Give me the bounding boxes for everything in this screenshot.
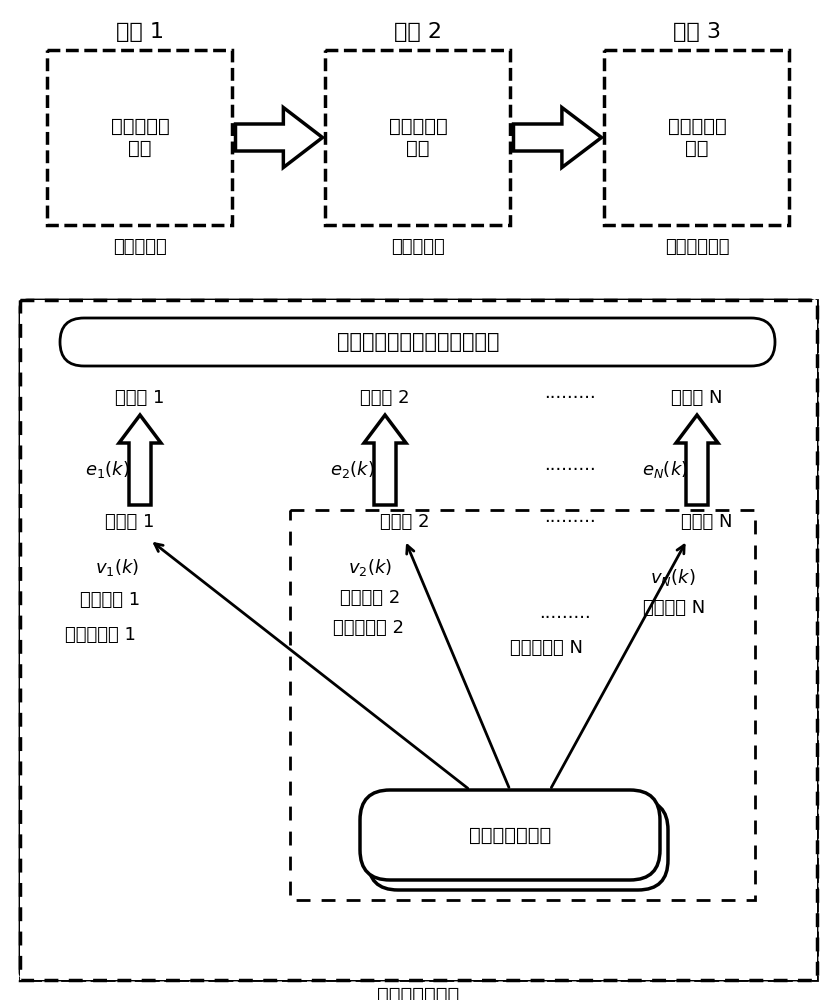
Text: $e_N(k)$: $e_N(k)$ bbox=[641, 460, 687, 481]
Text: 坤体混凝土
浇筑: 坤体混凝土 浇筑 bbox=[388, 117, 446, 158]
Text: 混凝土运输系统动态决策优化: 混凝土运输系统动态决策优化 bbox=[336, 332, 498, 352]
Bar bbox=[325, 50, 510, 225]
Text: 运输路径 N: 运输路径 N bbox=[642, 599, 705, 617]
Text: 故障发生率 1: 故障发生率 1 bbox=[65, 626, 135, 644]
Text: 碎压混凝土: 碎压混凝土 bbox=[113, 238, 166, 256]
Polygon shape bbox=[675, 415, 717, 505]
Text: 混凝土运输系统: 混凝土运输系统 bbox=[376, 986, 459, 1000]
Text: 浇筑点 1: 浇筑点 1 bbox=[115, 389, 165, 407]
Text: $v_N(k)$: $v_N(k)$ bbox=[650, 568, 695, 588]
Text: ·········: ········· bbox=[543, 389, 595, 407]
Text: 阶段 3: 阶段 3 bbox=[672, 22, 720, 42]
Text: $e_2(k)$: $e_2(k)$ bbox=[329, 460, 374, 481]
Text: 运输路径 2: 运输路径 2 bbox=[339, 589, 400, 607]
Text: 阶段 2: 阶段 2 bbox=[394, 22, 441, 42]
Polygon shape bbox=[119, 415, 161, 505]
Polygon shape bbox=[364, 415, 405, 505]
Text: 混凝土生产系统: 混凝土生产系统 bbox=[468, 826, 550, 844]
Text: $e_1(k)$: $e_1(k)$ bbox=[85, 460, 130, 481]
Bar bbox=[48, 50, 232, 225]
Text: 故障发生率 2: 故障发生率 2 bbox=[333, 619, 404, 637]
FancyBboxPatch shape bbox=[60, 318, 774, 366]
FancyBboxPatch shape bbox=[368, 800, 667, 890]
Text: $v_2(k)$: $v_2(k)$ bbox=[348, 558, 391, 578]
Bar bbox=[20, 300, 816, 980]
Text: 坤面混凝土
浇筑: 坤面混凝土 浇筑 bbox=[667, 117, 726, 158]
Polygon shape bbox=[235, 107, 322, 167]
Text: 故障发生率 N: 故障发生率 N bbox=[510, 639, 583, 657]
Text: 运输路径 1: 运输路径 1 bbox=[80, 591, 140, 609]
Text: 抗冲磨混凝土: 抗冲磨混凝土 bbox=[664, 238, 728, 256]
Bar bbox=[289, 510, 754, 900]
Bar bbox=[20, 300, 816, 980]
Text: 浇筑点 N: 浇筑点 N bbox=[670, 389, 722, 407]
Text: ·········: ········· bbox=[538, 609, 590, 627]
Bar bbox=[20, 300, 816, 980]
Text: 阶段 1: 阶段 1 bbox=[116, 22, 164, 42]
Text: ·········: ········· bbox=[543, 513, 595, 531]
Text: 坤基混凝土
浇筑: 坤基混凝土 浇筑 bbox=[110, 117, 169, 158]
Polygon shape bbox=[513, 107, 601, 167]
Text: ·········: ········· bbox=[543, 461, 595, 479]
Text: 结构混凝土: 结构混凝土 bbox=[390, 238, 445, 256]
Text: 卸载点 1: 卸载点 1 bbox=[105, 513, 155, 531]
Bar bbox=[604, 50, 788, 225]
Text: 卸载点 2: 卸载点 2 bbox=[380, 513, 429, 531]
Text: 卸载点 N: 卸载点 N bbox=[681, 513, 732, 531]
Text: $v_1(k)$: $v_1(k)$ bbox=[95, 558, 139, 578]
FancyBboxPatch shape bbox=[359, 790, 660, 880]
Text: 浇筑点 2: 浇筑点 2 bbox=[359, 389, 410, 407]
